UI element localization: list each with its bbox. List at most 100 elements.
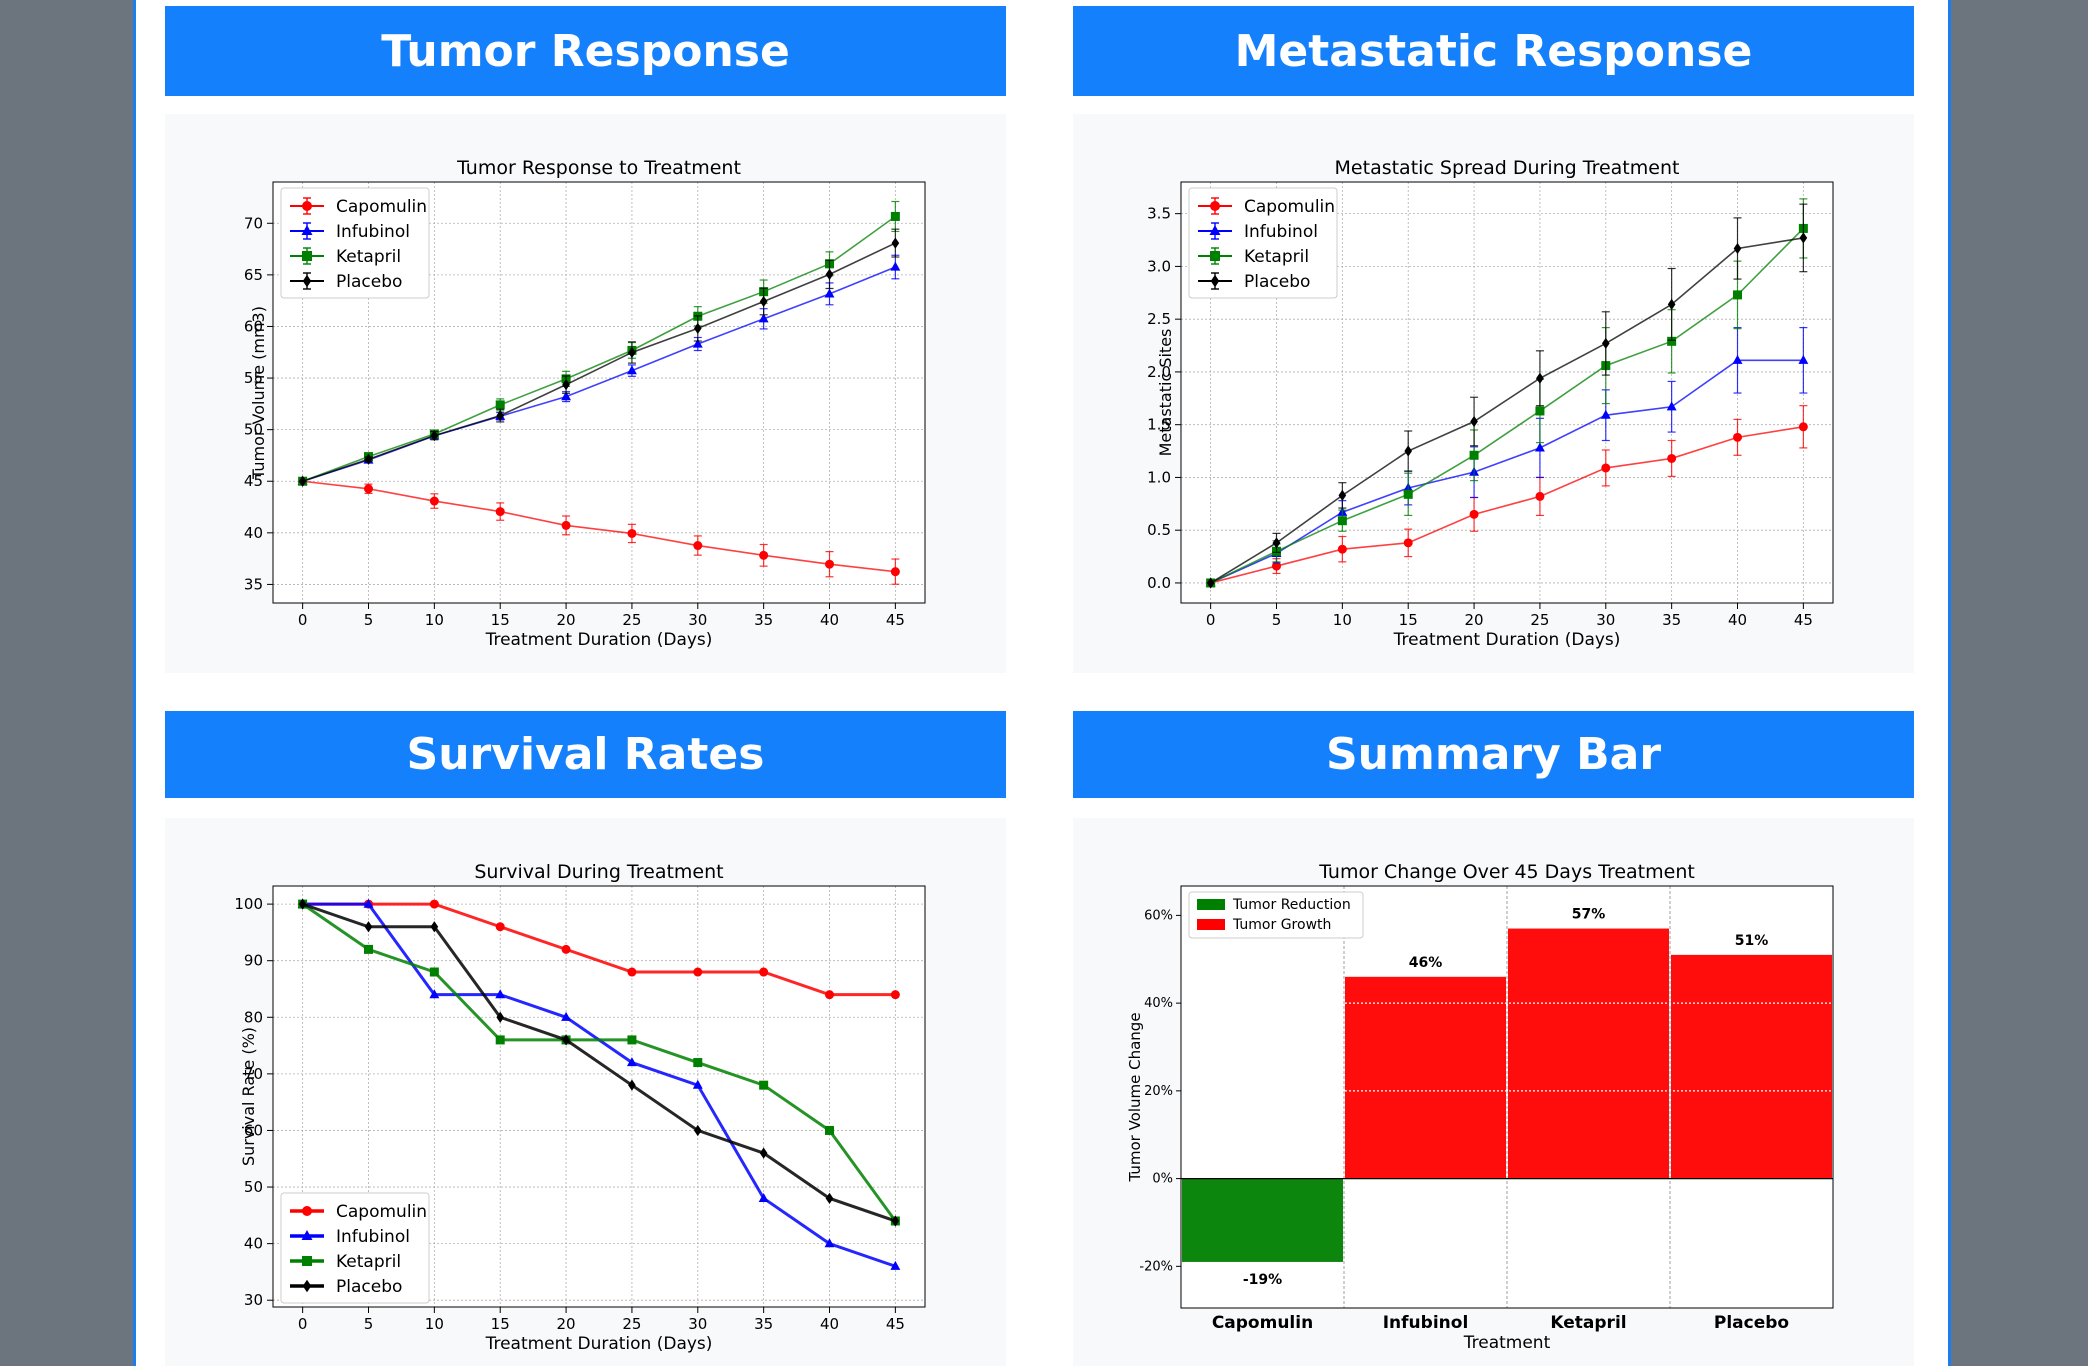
data-point-infubinol bbox=[561, 391, 572, 401]
data-point-ketapril bbox=[627, 1035, 637, 1045]
data-point-placebo bbox=[298, 898, 307, 910]
x-tick-label: 30 bbox=[688, 1315, 707, 1333]
report-page: Tumor Response Metastatic Response Survi… bbox=[133, 0, 1951, 1366]
x-tick-label: 20 bbox=[1465, 611, 1484, 629]
plot-frame bbox=[272, 181, 926, 604]
data-point-infubinol bbox=[626, 1057, 637, 1067]
bar-placebo bbox=[1671, 954, 1832, 1179]
legend-marker bbox=[302, 274, 312, 288]
data-point-placebo bbox=[1206, 577, 1215, 589]
series-line-placebo bbox=[1210, 237, 1804, 584]
data-point-capomulin bbox=[1469, 509, 1479, 519]
data-point-placebo bbox=[562, 379, 570, 391]
data-point-capomulin bbox=[429, 496, 439, 506]
y-tick-label: 60% bbox=[1144, 908, 1173, 923]
data-point-capomulin bbox=[759, 550, 769, 560]
legend-label-growth: Tumor Growth bbox=[1232, 917, 1331, 933]
x-tick-label: 40 bbox=[820, 1315, 839, 1333]
x-tick-label: 20 bbox=[557, 1315, 576, 1333]
x-tick-label: 15 bbox=[491, 611, 510, 629]
data-point-capomulin bbox=[693, 967, 703, 977]
data-point-ketapril bbox=[429, 967, 439, 977]
legend-label-capomulin: Capomulin bbox=[336, 197, 427, 217]
legend-label-placebo: Placebo bbox=[336, 272, 402, 292]
legend-swatch-reduction bbox=[1197, 899, 1225, 910]
data-point-infubinol bbox=[692, 338, 703, 348]
legend-marker bbox=[1209, 225, 1221, 235]
y-tick-label: 50 bbox=[244, 421, 263, 439]
tumor-change-bar-chart: -19% Capomulin 46% Infubinol 57% Ketapril 51% P… bbox=[1126, 861, 1834, 1353]
data-point-placebo bbox=[1601, 337, 1610, 350]
data-point-capomulin bbox=[1667, 453, 1677, 463]
data-point-ketapril bbox=[1733, 290, 1743, 300]
x-tick-label: 25 bbox=[622, 611, 641, 629]
data-point-capomulin bbox=[1601, 463, 1611, 473]
y-tick-label: 60 bbox=[244, 1121, 263, 1139]
series-line-capomulin bbox=[302, 480, 896, 573]
x-tick-label: 45 bbox=[1794, 611, 1813, 629]
y-tick-label: 2.5 bbox=[1147, 310, 1171, 328]
legend-label-capomulin: Capomulin bbox=[336, 1202, 427, 1222]
legend-label-ketapril: Ketapril bbox=[1244, 247, 1309, 267]
legend-box bbox=[1188, 891, 1364, 939]
y-tick-label: 55 bbox=[244, 369, 263, 387]
x-tick-label: 10 bbox=[1333, 611, 1352, 629]
data-point-placebo bbox=[1733, 242, 1742, 255]
x-tick-label: Ketapril bbox=[1550, 1313, 1626, 1333]
x-tick-label: 45 bbox=[886, 611, 905, 629]
legend-label-placebo: Placebo bbox=[1244, 272, 1310, 292]
x-tick-label: Infubinol bbox=[1383, 1313, 1469, 1333]
y-tick-label: 20% bbox=[1144, 1084, 1173, 1099]
data-point-capomulin bbox=[890, 567, 900, 577]
chart-card-tumor: 0 5 10 15 20 25 30 35 40 45 35 40 45 50 55 60 65 70 Tumor … bbox=[165, 114, 1006, 673]
data-point-capomulin bbox=[825, 559, 835, 569]
y-axis-label: Metastatic Sites bbox=[1156, 329, 1175, 457]
data-point-placebo bbox=[430, 430, 439, 442]
data-point-infubinol bbox=[1798, 354, 1809, 364]
y-tick-label: 3.5 bbox=[1147, 205, 1171, 223]
data-point-placebo bbox=[693, 322, 702, 335]
metastatic-spread-chart: 0 5 10 15 20 25 30 35 40 45 0.0 0.5 1.0 1.5 2.0 2.5 3.0 3… bbox=[1147, 157, 1834, 650]
x-tick-label: 40 bbox=[820, 611, 839, 629]
y-tick-label: 70 bbox=[244, 1065, 263, 1083]
legend-box bbox=[1188, 187, 1338, 299]
x-tick-label: 5 bbox=[364, 1315, 374, 1333]
data-point-ketapril bbox=[363, 944, 373, 954]
data-point-capomulin bbox=[627, 967, 637, 977]
x-tick-label: 40 bbox=[1728, 611, 1747, 629]
legend-marker bbox=[301, 1230, 313, 1240]
x-axis-label: Treatment Duration (Days) bbox=[485, 1334, 713, 1354]
x-tick-label: 35 bbox=[1662, 611, 1681, 629]
series-line-ketapril bbox=[302, 215, 896, 482]
series-line-capomulin bbox=[1210, 426, 1804, 584]
data-point-capomulin bbox=[1535, 491, 1545, 501]
legend-marker bbox=[302, 1279, 312, 1293]
data-point-placebo bbox=[496, 1011, 505, 1023]
section-title: Survival Rates bbox=[406, 729, 765, 780]
data-point-capomulin bbox=[1403, 538, 1413, 548]
x-tick-label: 35 bbox=[754, 1315, 773, 1333]
section-header-metastatic-response: Metastatic Response bbox=[1073, 6, 1914, 96]
x-tick-label: 10 bbox=[425, 611, 444, 629]
data-point-placebo bbox=[364, 453, 373, 465]
data-point-placebo bbox=[891, 237, 900, 249]
survival-chart: 0 5 10 15 20 25 30 35 40 45 30 40 50 60 70 80 90 100 Survi… bbox=[234, 861, 926, 1354]
x-axis-label: Treatment Duration (Days) bbox=[485, 630, 713, 650]
x-tick-label: 15 bbox=[1399, 611, 1418, 629]
y-tick-label: 1.5 bbox=[1147, 416, 1171, 434]
x-tick-label: Capomulin bbox=[1212, 1313, 1313, 1333]
y-tick-label: -20% bbox=[1139, 1259, 1173, 1274]
data-point-capomulin bbox=[890, 990, 900, 1000]
bar-ketapril bbox=[1508, 928, 1669, 1179]
x-tick-label: 20 bbox=[557, 611, 576, 629]
data-point-infubinol bbox=[890, 1260, 901, 1270]
data-point-placebo bbox=[1536, 372, 1544, 384]
data-point-placebo bbox=[1338, 489, 1347, 502]
section-header-tumor-response: Tumor Response bbox=[165, 6, 1006, 96]
y-tick-label: 50 bbox=[244, 1178, 263, 1196]
data-point-infubinol bbox=[1534, 442, 1545, 452]
data-point-ketapril bbox=[1337, 516, 1347, 526]
legend-swatch-growth bbox=[1197, 919, 1225, 930]
data-point-infubinol bbox=[824, 1238, 835, 1248]
x-tick-label: 30 bbox=[688, 611, 707, 629]
